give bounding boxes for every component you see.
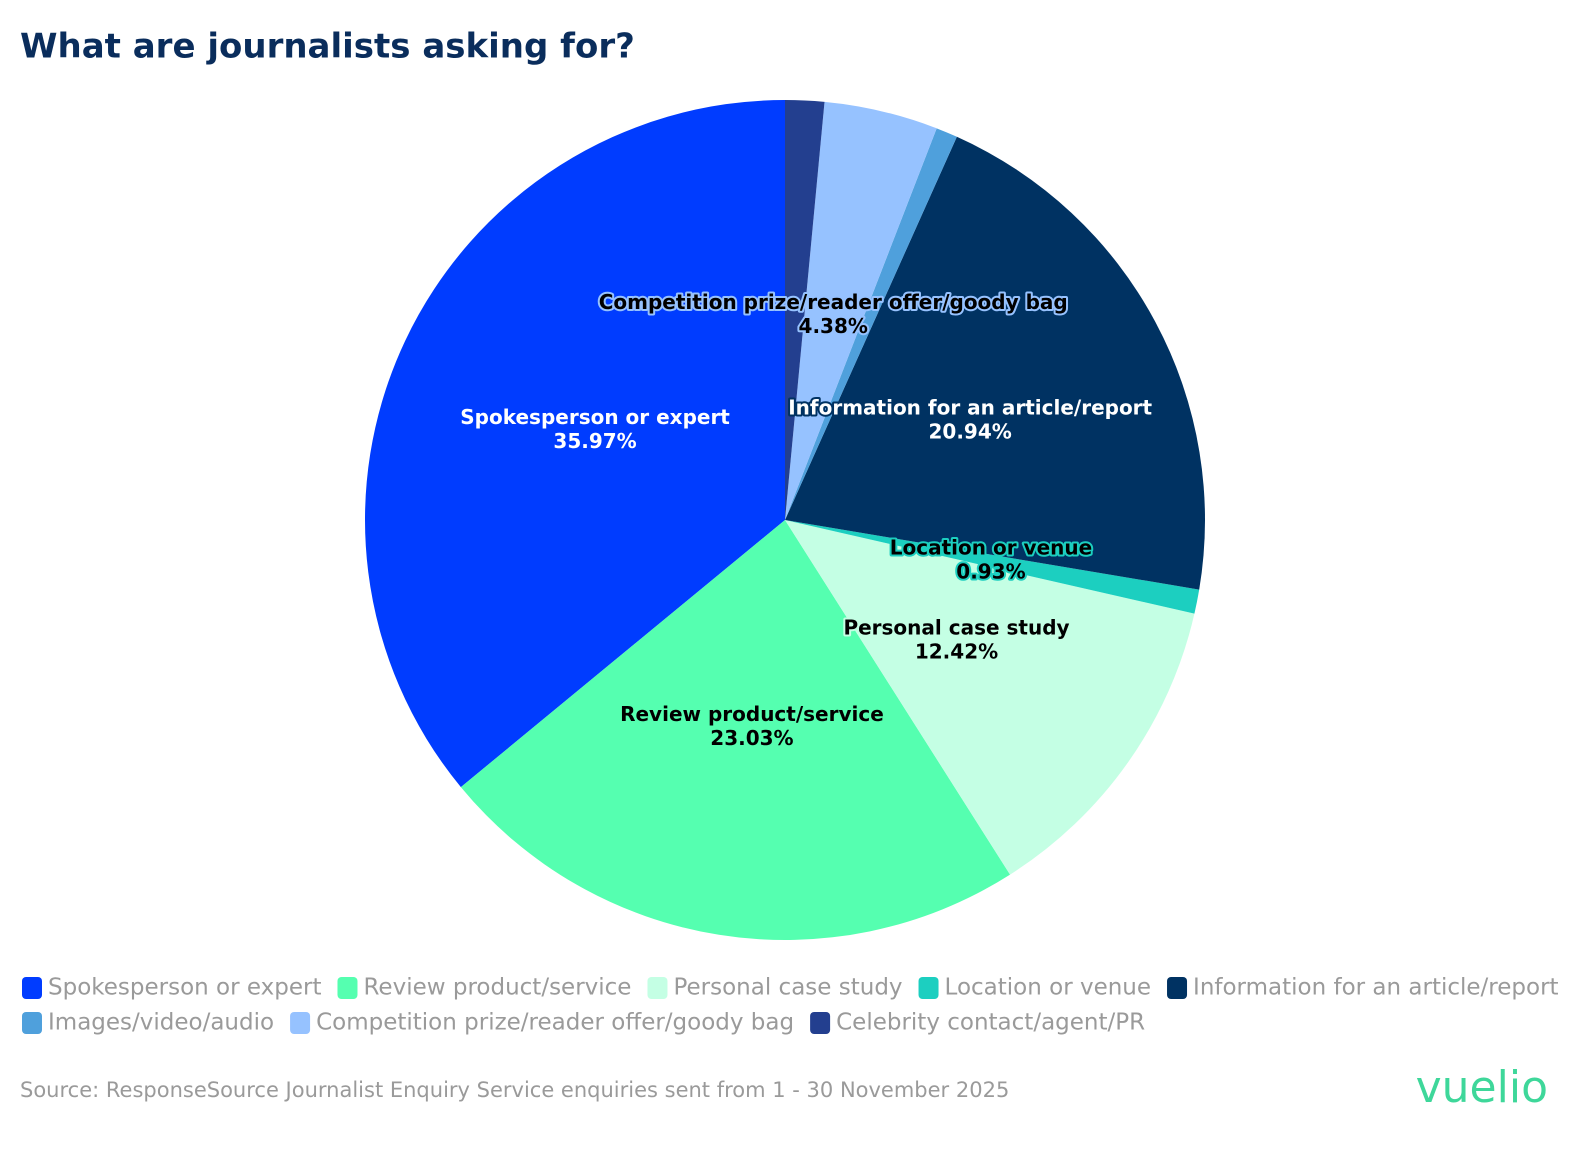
pie-slice <box>785 128 957 520</box>
legend-swatch <box>1167 977 1188 999</box>
slice-value: 23.03% <box>710 726 793 750</box>
slice-value: 12.42% <box>915 640 998 664</box>
slice-label: Review product/service <box>620 702 884 726</box>
legend-swatch <box>810 1012 831 1034</box>
slice-value: 0.93% <box>956 559 1025 583</box>
legend-label: Personal case study <box>673 975 902 1001</box>
legend-label: Information for an article/report <box>1193 975 1559 1001</box>
slice-label: Information for an article/report <box>788 395 1152 419</box>
legend-label: Images/video/audio <box>48 1010 274 1036</box>
chart-title: What are journalists asking for? <box>20 27 635 67</box>
logo: vuelio <box>1416 1062 1548 1113</box>
slice-label: Competition prize/reader offer/goody bag <box>599 290 1068 314</box>
slice-value: 20.94% <box>929 419 1012 443</box>
legend-label: Competition prize/reader offer/goody bag <box>316 1010 794 1036</box>
slice-label: Spokesperson or expert <box>460 405 730 429</box>
legend-swatch <box>337 977 358 999</box>
legend-label: Spokesperson or expert <box>48 975 321 1001</box>
legend-swatch <box>647 977 668 999</box>
pie-slice <box>785 101 937 520</box>
legend-swatch <box>22 1012 42 1034</box>
legend-label: Review product/service <box>363 975 631 1001</box>
slice-value: 4.38% <box>799 314 868 338</box>
pie-slice <box>785 136 1205 590</box>
legend-swatch <box>22 977 42 999</box>
slice-value: 35.97% <box>553 429 636 453</box>
source-note: Source: ResponseSource Journalist Enquir… <box>20 1078 1009 1102</box>
pie-slice <box>460 520 1011 940</box>
pie-slice <box>785 100 825 520</box>
legend-label: Location or venue <box>945 975 1152 1001</box>
legend-label: Celebrity contact/agent/PR <box>836 1010 1145 1036</box>
slice-label: Personal case study <box>843 616 1069 640</box>
slice-label: Location or venue <box>890 535 1092 559</box>
pie-slice <box>364 100 785 788</box>
legend-swatch <box>290 1012 311 1034</box>
legend-swatch <box>918 977 939 999</box>
pie-slice <box>785 520 1195 875</box>
pie-slice <box>785 520 1200 614</box>
